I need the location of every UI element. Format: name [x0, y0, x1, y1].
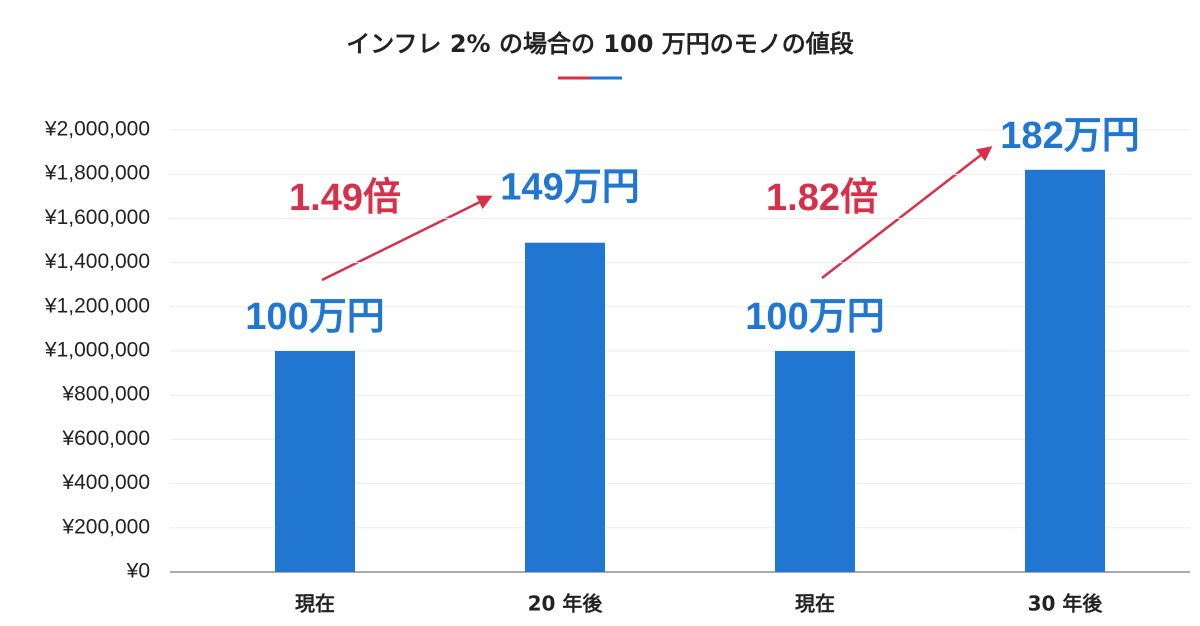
annotation: 1.82倍	[766, 177, 878, 219]
y-tick-label: ¥400,000	[61, 471, 150, 494]
y-tick-label: ¥0	[126, 560, 150, 583]
chart-title: インフレ 2% の場合の 100 万円のモノの値段	[346, 30, 854, 58]
x-tick-label: 現在	[795, 592, 835, 616]
arrow	[821, 146, 993, 279]
y-tick-label: ¥1,800,000	[44, 162, 150, 185]
value-label: 100万円	[745, 296, 884, 338]
value-label: 182万円	[1000, 115, 1139, 157]
x-tick-label: 現在	[295, 592, 335, 616]
y-tick-label: ¥1,400,000	[44, 250, 150, 273]
y-tick-label: ¥200,000	[61, 515, 150, 538]
x-tick-label: 30 年後	[1028, 592, 1104, 616]
y-tick-label: ¥1,200,000	[44, 294, 150, 317]
bar	[775, 351, 855, 572]
y-tick-label: ¥2,000,000	[44, 118, 150, 141]
bar	[525, 242, 605, 572]
y-tick-label: ¥1,600,000	[44, 206, 150, 229]
y-tick-label: ¥1,000,000	[44, 339, 150, 362]
bar	[275, 351, 355, 572]
value-label: 149万円	[500, 167, 639, 209]
value-label: 100万円	[245, 296, 384, 338]
annotation: 1.49倍	[289, 177, 401, 219]
bar	[1025, 169, 1105, 572]
x-tick-label: 20 年後	[528, 592, 604, 616]
arrow	[321, 195, 493, 282]
y-tick-label: ¥600,000	[61, 427, 150, 450]
y-tick-label: ¥800,000	[61, 383, 150, 406]
